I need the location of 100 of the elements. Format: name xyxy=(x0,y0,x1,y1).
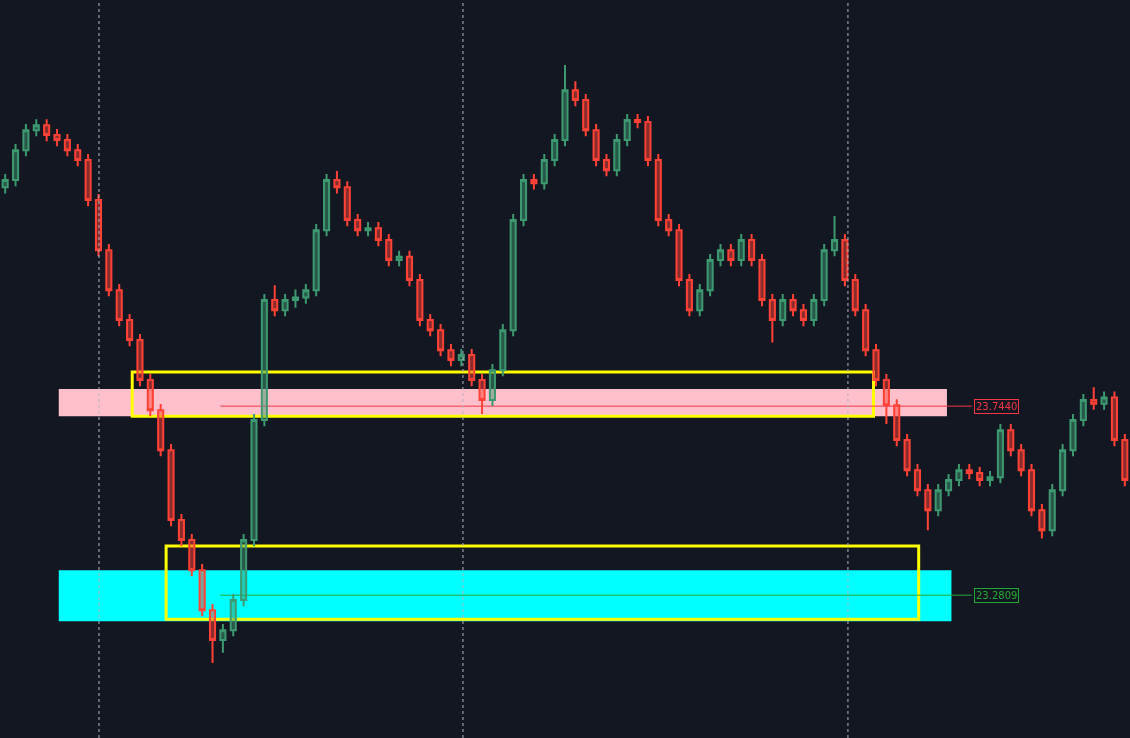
ref-line-label: 23.7440 xyxy=(976,401,1018,412)
candlestick xyxy=(219,623,227,654)
candlestick xyxy=(291,288,299,309)
candlestick xyxy=(986,470,994,488)
candlestick xyxy=(634,112,642,130)
candlestick xyxy=(924,483,932,532)
candlestick xyxy=(229,592,237,638)
candlestick xyxy=(447,343,455,368)
candlestick xyxy=(1038,503,1046,540)
candlestick xyxy=(115,283,123,328)
candlestick xyxy=(1110,390,1118,448)
candlestick xyxy=(561,63,569,148)
candlestick xyxy=(613,132,621,178)
candlestick xyxy=(851,272,859,318)
candlestick xyxy=(768,292,776,344)
candlestick xyxy=(385,232,393,268)
candlestick xyxy=(862,303,870,358)
candlestick xyxy=(157,403,165,458)
candlestick xyxy=(685,272,693,318)
candlestick xyxy=(271,284,279,318)
candlestick xyxy=(882,372,890,426)
candlestick xyxy=(602,152,611,178)
candlestick xyxy=(1048,483,1056,538)
candlestick xyxy=(945,472,953,498)
candlestick xyxy=(1090,386,1098,411)
candlestick xyxy=(799,303,807,328)
candlestick xyxy=(1079,392,1087,428)
candlestick xyxy=(43,118,51,143)
candlestick xyxy=(1017,443,1025,478)
candlestick xyxy=(499,323,507,378)
candlestick xyxy=(716,243,725,268)
candlestick xyxy=(1,172,9,195)
candlestick xyxy=(437,323,445,358)
candlestick xyxy=(965,463,973,481)
candlestick xyxy=(136,332,144,388)
candlestick xyxy=(12,143,20,188)
candlestick xyxy=(146,372,154,418)
candlestick xyxy=(1007,423,1015,458)
candlestick xyxy=(405,249,414,288)
candlestick xyxy=(208,603,217,664)
candlestick xyxy=(333,170,341,195)
candlestick xyxy=(1027,463,1036,518)
candlestick xyxy=(820,243,828,308)
candlestick xyxy=(996,423,1004,485)
candlestick xyxy=(354,212,362,238)
candlestick xyxy=(1121,432,1129,488)
candlestick xyxy=(810,292,818,328)
candlestick xyxy=(240,532,248,608)
candlestick xyxy=(1100,390,1108,411)
candlestick xyxy=(198,563,206,618)
candlestick xyxy=(74,143,82,168)
candlestick xyxy=(374,221,382,248)
candlestick xyxy=(188,532,196,578)
candlestick xyxy=(644,114,652,168)
candlestick xyxy=(302,283,310,305)
candlestick xyxy=(426,312,434,338)
candlestick xyxy=(582,92,590,138)
candlestick xyxy=(758,252,766,308)
candlestick xyxy=(416,272,424,328)
candlestick xyxy=(84,152,92,208)
candlestick xyxy=(675,223,683,288)
candlestick xyxy=(63,132,71,158)
candlestick xyxy=(364,221,372,238)
candlestick xyxy=(779,292,787,328)
candlestick xyxy=(623,112,631,148)
candlestick xyxy=(551,132,559,168)
candlestick xyxy=(167,443,175,528)
candlestick xyxy=(105,243,113,298)
candlestick xyxy=(903,432,911,478)
candlestick xyxy=(748,232,756,268)
candlestick xyxy=(32,118,40,138)
candlestick xyxy=(955,463,963,488)
candlestick xyxy=(976,465,984,488)
candlestick xyxy=(488,363,496,408)
candlestick xyxy=(312,223,320,298)
candlestick xyxy=(1059,443,1067,498)
ref-line-label: 23.2809 xyxy=(976,590,1018,601)
candlestick xyxy=(260,292,268,428)
candlestick xyxy=(913,463,922,498)
candlestick xyxy=(250,412,258,548)
candlestick xyxy=(343,180,351,228)
candlestick xyxy=(872,343,880,388)
candlestick xyxy=(831,214,839,258)
candlestick xyxy=(727,243,735,268)
candlestick xyxy=(571,80,579,108)
candlestick xyxy=(395,249,403,268)
candlestick xyxy=(126,312,134,348)
candlestick xyxy=(468,348,476,388)
candlestick xyxy=(841,232,849,288)
candlestick xyxy=(53,127,61,148)
candlestick xyxy=(706,252,714,298)
candlestick xyxy=(509,212,517,338)
candlestick xyxy=(323,172,331,238)
candlestick xyxy=(22,123,30,158)
candlestick xyxy=(1069,412,1077,458)
candlestick xyxy=(696,283,704,318)
candlestick xyxy=(177,512,185,548)
candlestick xyxy=(478,372,486,415)
candlestick xyxy=(592,123,600,168)
candlestick xyxy=(737,232,745,268)
